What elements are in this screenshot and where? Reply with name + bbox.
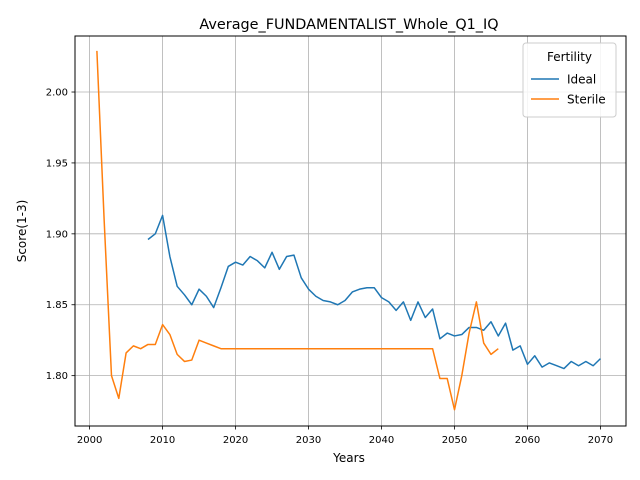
x-tick-label: 2030: [296, 435, 321, 446]
legend-label-sterile: Sterile: [567, 93, 606, 107]
legend-label-ideal: Ideal: [567, 73, 596, 87]
series-lines: [96, 50, 601, 411]
x-tick-label: 2070: [588, 435, 613, 446]
x-tick-label: 2000: [77, 435, 102, 446]
y-axis-label: Score(1-3): [15, 200, 29, 263]
x-tick-label: 2020: [223, 435, 248, 446]
legend-items: Ideal Sterile: [531, 73, 606, 107]
series-line-ideal: [147, 214, 601, 370]
x-axis-label: Years: [332, 451, 365, 465]
y-axis-ticks: 1.80 1.85 1.90 1.95 2.00: [46, 88, 75, 382]
y-tick-label: 2.00: [46, 88, 68, 99]
x-axis-ticks: 2000 2010 2020 2030 2040 2050 2060 2070: [77, 426, 613, 446]
chart-title: Average_FUNDAMENTALIST_Whole_Q1_IQ: [199, 17, 498, 33]
y-tick-label: 1.95: [46, 158, 68, 169]
x-tick-label: 2050: [442, 435, 467, 446]
legend-title: Fertility: [547, 50, 592, 64]
y-tick-label: 1.85: [46, 300, 68, 311]
legend: Fertility Ideal Sterile: [522, 42, 617, 118]
plot-area-frame: [74, 35, 627, 427]
x-tick-label: 2060: [515, 435, 540, 446]
y-tick-label: 1.80: [46, 371, 68, 382]
x-tick-label: 2010: [150, 435, 175, 446]
series-line-sterile: [96, 50, 499, 411]
y-tick-label: 1.90: [46, 229, 68, 240]
x-tick-label: 2040: [369, 435, 394, 446]
